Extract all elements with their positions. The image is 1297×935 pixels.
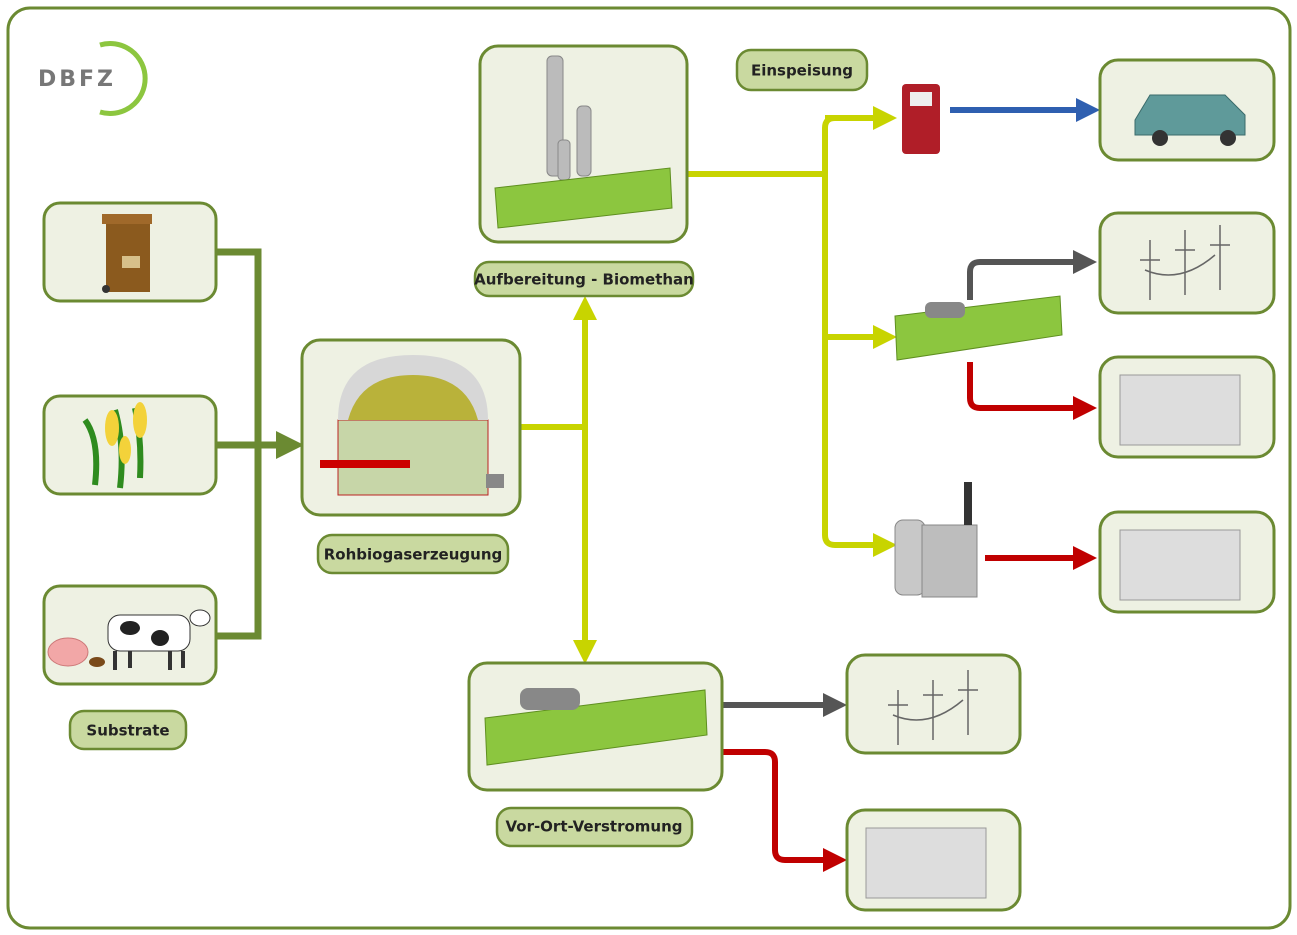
icon-part bbox=[102, 214, 152, 224]
node-label: Vor-Ort-Verstromung bbox=[505, 818, 682, 836]
node-box bbox=[1100, 213, 1274, 313]
radiator-icon bbox=[1120, 530, 1240, 600]
radiator-icon bbox=[1120, 375, 1240, 445]
diagram: DBFZ Substrate Rohbiogaserzeugung Aufber… bbox=[0, 0, 1297, 935]
icon-part bbox=[119, 436, 131, 464]
node-label: Rohbiogaserzeugung bbox=[324, 546, 503, 564]
node-label: Einspeisung bbox=[751, 62, 853, 80]
icon-part bbox=[190, 610, 210, 626]
icon-part bbox=[320, 460, 410, 468]
icon-part bbox=[102, 285, 110, 293]
car-icon bbox=[1152, 130, 1168, 146]
radiator-icon bbox=[866, 828, 986, 898]
car-icon bbox=[1220, 130, 1236, 146]
node-label: Aufbereitung - Biomethan bbox=[474, 271, 694, 289]
icon-part bbox=[105, 410, 119, 446]
icon-part bbox=[48, 638, 88, 666]
icon-part bbox=[120, 621, 140, 635]
node-label: Substrate bbox=[86, 722, 169, 740]
car-icon bbox=[1135, 95, 1245, 135]
chp-icon bbox=[925, 302, 965, 318]
icon-part bbox=[338, 420, 488, 495]
icon-part bbox=[577, 106, 591, 176]
boiler-icon bbox=[895, 520, 925, 595]
icon-part bbox=[89, 657, 105, 667]
icon-part bbox=[558, 140, 570, 180]
logo: DBFZ bbox=[38, 67, 116, 92]
icon-part bbox=[133, 402, 147, 438]
icon-part bbox=[486, 474, 504, 488]
boiler-icon bbox=[922, 525, 977, 597]
chp-icon bbox=[520, 688, 580, 710]
icon-part bbox=[151, 630, 169, 646]
fuel-pump-icon bbox=[910, 92, 932, 106]
bio-bin-icon bbox=[102, 214, 152, 293]
icon-part bbox=[108, 615, 190, 651]
icon-part bbox=[122, 256, 140, 268]
